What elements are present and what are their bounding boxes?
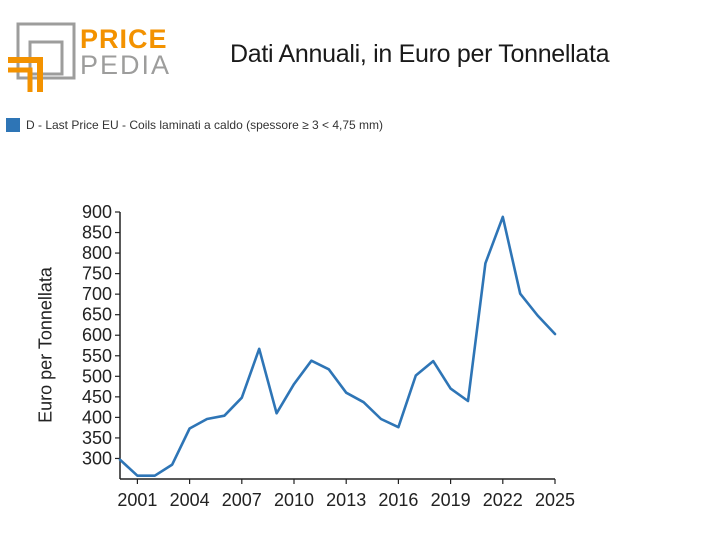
y-tick-label: 350: [82, 428, 112, 448]
x-tick-label: 2007: [222, 490, 262, 510]
x-tick-label: 2004: [170, 490, 210, 510]
y-tick-label: 700: [82, 284, 112, 304]
y-tick-label: 800: [82, 243, 112, 263]
y-tick-label: 650: [82, 305, 112, 325]
y-tick-label: 600: [82, 325, 112, 345]
logo-word-pedia: PEDIA: [80, 50, 172, 80]
x-tick-label: 2025: [535, 490, 575, 510]
logo-mark: [8, 22, 76, 92]
x-tick-label: 2016: [378, 490, 418, 510]
series-group: [118, 215, 557, 478]
logo-word-price: PRICE: [80, 24, 168, 54]
x-tick-label: 2010: [274, 490, 314, 510]
series-line: [118, 215, 557, 478]
pricepedia-logo: PRICE PEDIA: [6, 22, 169, 94]
y-tick-label: 300: [82, 448, 112, 468]
legend-label: D - Last Price EU - Coils laminati a cal…: [26, 118, 384, 132]
y-tick-label: 500: [82, 366, 112, 386]
x-tick-label: 2013: [326, 490, 366, 510]
y-tick-label: 550: [82, 346, 112, 366]
y-tick-label: 900: [82, 202, 112, 222]
y-tick-label: 450: [82, 387, 112, 407]
chart-title: Dati Annuali, in Euro per Tonnellata: [230, 40, 610, 68]
x-tick-label: 2019: [431, 490, 471, 510]
y-tick-label: 750: [82, 264, 112, 284]
legend: D - Last Price EU - Coils laminati a cal…: [6, 118, 383, 132]
y-tick-label: 400: [82, 407, 112, 427]
legend-swatch: [6, 118, 20, 132]
y-tick-label: 850: [82, 223, 112, 243]
x-tick-label: 2001: [117, 490, 157, 510]
x-tick-label: 2022: [483, 490, 523, 510]
